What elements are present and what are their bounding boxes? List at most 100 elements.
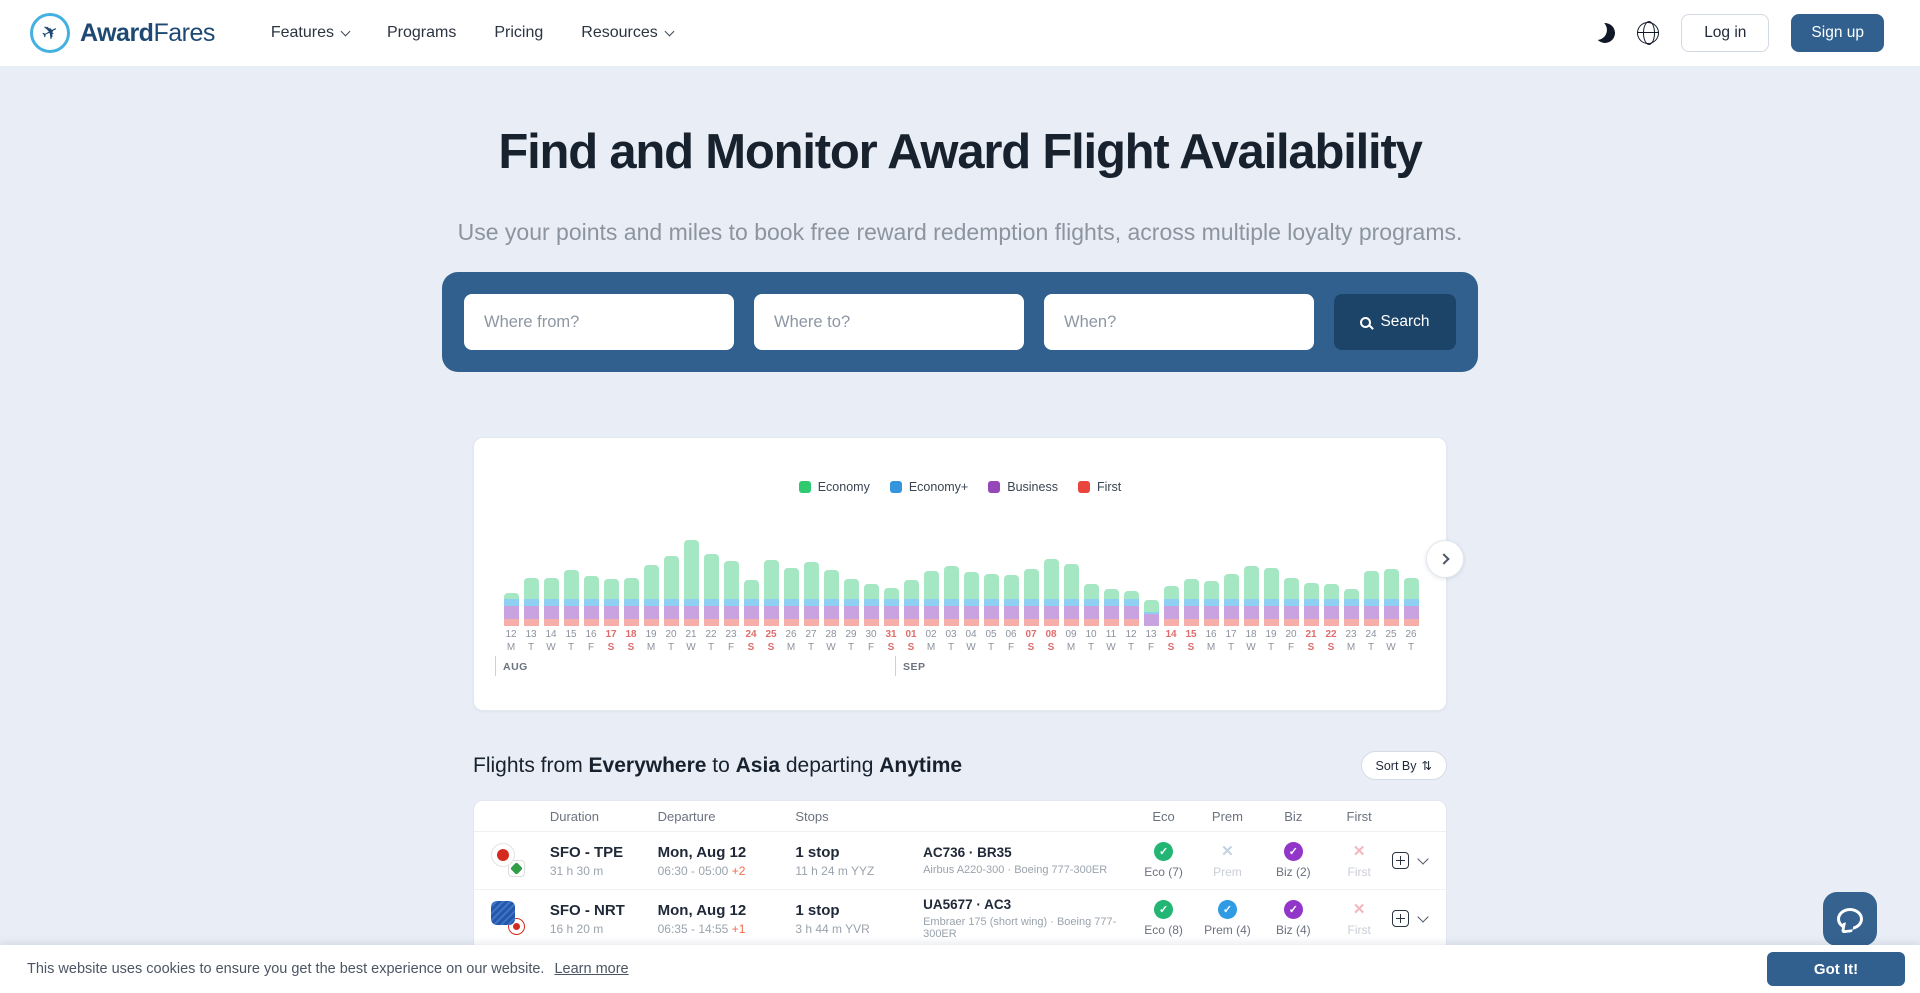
chart-bar-slot[interactable]: [841, 536, 861, 626]
signup-button[interactable]: Sign up: [1791, 14, 1884, 52]
language-globe-icon[interactable]: [1637, 21, 1660, 45]
chart-bar-slot[interactable]: [681, 536, 701, 626]
chart-bar-slot[interactable]: [1001, 536, 1021, 626]
expand-row-icon[interactable]: [1417, 852, 1429, 865]
chart-bar: [703, 554, 719, 626]
chart-bar-slot[interactable]: [1321, 536, 1341, 626]
chart-bar-slot[interactable]: [1061, 536, 1081, 626]
bar-segment-economy: [763, 560, 779, 599]
chart-bar-slot[interactable]: [661, 536, 681, 626]
chart-next-button[interactable]: [1426, 540, 1464, 578]
bar-segment-business: [743, 606, 759, 619]
chart-bar-slot[interactable]: [601, 536, 621, 626]
bar-segment-business: [863, 606, 879, 619]
date-input[interactable]: [1044, 294, 1314, 350]
brand-logo[interactable]: ✈ AwardFares: [30, 13, 215, 53]
destination-input[interactable]: [754, 294, 1024, 350]
chart-bar-slot[interactable]: [881, 536, 901, 626]
nav-item-resources[interactable]: Resources: [581, 24, 675, 42]
stops-cell: 1 stop 11 h 24 m YYZ: [795, 844, 923, 878]
results-title-segment: Anytime: [879, 753, 963, 777]
chart-bar-slot[interactable]: [1101, 536, 1121, 626]
chart-bar-slot[interactable]: [501, 536, 521, 626]
table-row[interactable]: SFO - TPE 31 h 30 m Mon, Aug 12 06:30 - 05:…: [474, 832, 1446, 890]
chart-bar-slot[interactable]: [1041, 536, 1061, 626]
chart-bar-slot[interactable]: [941, 536, 961, 626]
sort-by-button[interactable]: Sort By ⇅: [1360, 751, 1447, 780]
chart-bar-slot[interactable]: [1401, 536, 1421, 626]
expand-row-icon[interactable]: [1417, 910, 1429, 923]
chart-bar-slot[interactable]: [541, 536, 561, 626]
chart-bar-slot[interactable]: [1141, 536, 1161, 626]
bar-segment-first: [723, 619, 739, 626]
chart-bar-slot[interactable]: [1081, 536, 1101, 626]
bar-segment-first: [763, 619, 779, 626]
chart-bar-slot[interactable]: [921, 536, 941, 626]
chart-bar-slot[interactable]: [1121, 536, 1141, 626]
day-number: 16: [1205, 629, 1217, 640]
chart-bar-slot[interactable]: [1281, 536, 1301, 626]
chart-bar-slot[interactable]: [561, 536, 581, 626]
chart-bar-slot[interactable]: [821, 536, 841, 626]
chart-bar-slot[interactable]: [981, 536, 1001, 626]
chart-bar-slot[interactable]: [641, 536, 661, 626]
chart-bar-slot[interactable]: [1221, 536, 1241, 626]
chart-bar: [743, 580, 759, 626]
chart-bar-slot[interactable]: [801, 536, 821, 626]
nav-item-label: Pricing: [494, 24, 544, 41]
bar-segment-economy+: [783, 599, 799, 606]
dark-mode-toggle-icon[interactable]: [1593, 21, 1617, 45]
bar-segment-economy+: [963, 599, 979, 606]
chart-bar-slot[interactable]: [621, 536, 641, 626]
chart-bar-slot[interactable]: [581, 536, 601, 626]
chart-bar: [903, 580, 919, 626]
chart-bar-slot[interactable]: [1241, 536, 1261, 626]
table-row[interactable]: SFO - NRT 16 h 20 m Mon, Aug 12 06:35 - 14:…: [474, 890, 1446, 948]
chart-bar-slot[interactable]: [1261, 536, 1281, 626]
bar-segment-economy: [1163, 586, 1179, 599]
chart-bar-slot[interactable]: [761, 536, 781, 626]
day-number: 26: [785, 629, 797, 640]
chart-bar-slot[interactable]: [1341, 536, 1361, 626]
chart-bar-slot[interactable]: [781, 536, 801, 626]
chart-bar-slot[interactable]: [1021, 536, 1041, 626]
route-cell-sub: 31 h 30 m: [549, 863, 604, 878]
chart-bar-slot[interactable]: [961, 536, 981, 626]
search-button[interactable]: Search: [1334, 294, 1456, 350]
chart-bar-slot[interactable]: [1201, 536, 1221, 626]
chart-bar-slot[interactable]: [1301, 536, 1321, 626]
chart-bar-slot[interactable]: [1181, 536, 1201, 626]
chart-day-label: 17 S: [601, 628, 621, 654]
x-icon: ✕: [1352, 901, 1366, 918]
cookie-learn-more-link[interactable]: Learn more: [554, 961, 629, 977]
login-button[interactable]: Log in: [1681, 14, 1770, 52]
chart-bar-slot[interactable]: [1361, 536, 1381, 626]
month-tick: [495, 656, 496, 676]
stops-cell-main: 1 stop: [795, 843, 840, 861]
bar-segment-first: [923, 619, 939, 626]
chat-widget-button[interactable]: [1823, 892, 1877, 946]
chart-bar-slot[interactable]: [1381, 536, 1401, 626]
day-number: 15: [565, 629, 577, 640]
chart-bar: [923, 571, 939, 626]
bar-segment-economy: [883, 588, 899, 599]
cookie-accept-button[interactable]: Got It!: [1767, 952, 1905, 986]
chart-bar-slot[interactable]: [721, 536, 741, 626]
bar-segment-economy+: [623, 599, 639, 606]
chart-day-label: 24 T: [1361, 628, 1381, 654]
bar-segment-business: [1363, 606, 1379, 619]
nav-item-features[interactable]: Features: [271, 24, 351, 42]
chart-bar-slot[interactable]: [521, 536, 541, 626]
chart-bar-slot[interactable]: [741, 536, 761, 626]
chart-bar-slot[interactable]: [1161, 536, 1181, 626]
chart-bar: [663, 556, 679, 626]
chart-bar-slot[interactable]: [701, 536, 721, 626]
add-to-watchlist-icon[interactable]: [1392, 910, 1410, 927]
chart-bar-slot[interactable]: [901, 536, 921, 626]
origin-input[interactable]: [464, 294, 734, 350]
add-to-watchlist-icon[interactable]: [1392, 852, 1410, 869]
bar-segment-economy: [603, 579, 619, 599]
nav-item-pricing[interactable]: Pricing: [494, 24, 543, 42]
nav-item-programs[interactable]: Programs: [387, 24, 456, 42]
chart-bar-slot[interactable]: [861, 536, 881, 626]
